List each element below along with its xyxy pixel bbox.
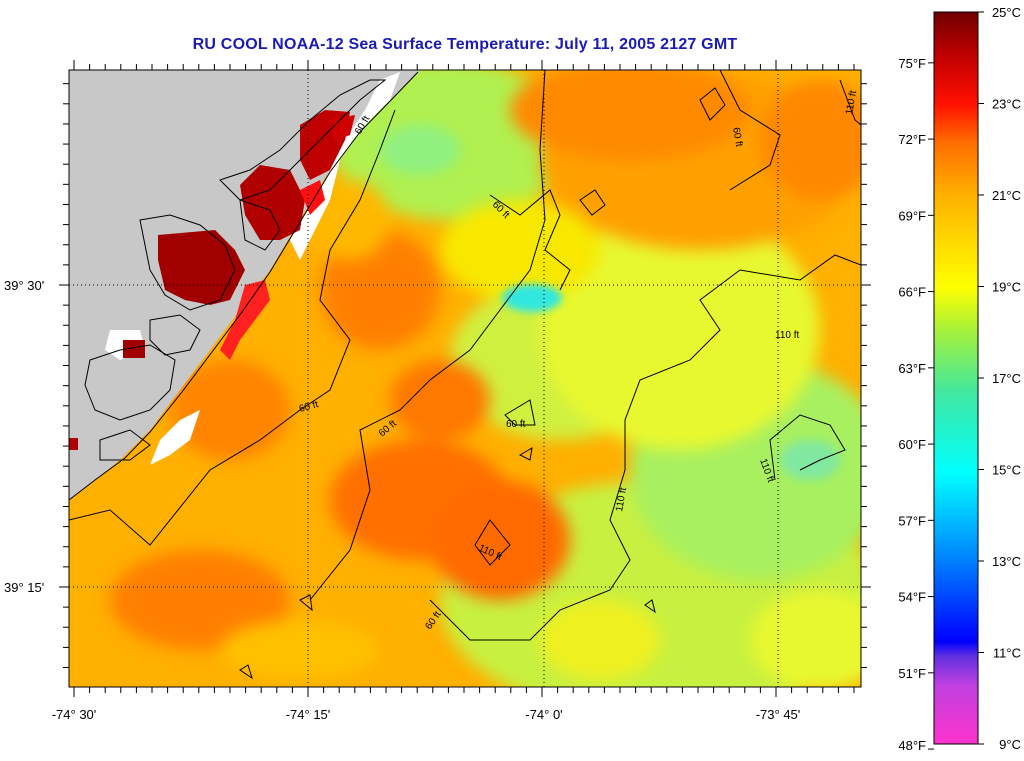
coastline (69, 71, 419, 501)
colorbar-label: 23°C (992, 97, 1021, 112)
colorbar-label: 60°F (898, 437, 926, 452)
map-frame (68, 69, 862, 688)
warm-bays (69, 110, 355, 450)
colorbar-label: 15°C (992, 463, 1021, 478)
land-mass (69, 70, 420, 500)
contour-label: 110 ft (614, 486, 629, 512)
contour-label: 110 ft (844, 89, 859, 115)
colorbar-label: 51°F (898, 666, 926, 681)
colorbar-label: 11°C (993, 646, 1021, 661)
axis-labels: -74° 30' -74° 15' -74° 0' -73° 45' 39° 3… (4, 278, 800, 722)
colorbar-label: 21°C (992, 188, 1021, 203)
colorbar-label: 9°C (999, 737, 1021, 752)
contour-label: 110 ft (775, 330, 799, 341)
colorbar-label: 57°F (898, 513, 926, 528)
axis-ticks (59, 60, 871, 697)
colorbar-label: 63°F (898, 361, 926, 376)
colorbar-label: 17°C (992, 371, 1021, 386)
page-title: RU COOL NOAA-12 Sea Surface Temperature:… (192, 36, 738, 53)
contour-label: 60 ft (298, 399, 320, 415)
lon-label: -73° 45' (756, 707, 801, 722)
lat-label: 39° 15' (4, 580, 44, 595)
colorbar-label: 72°F (898, 132, 926, 147)
sst-blobs (110, 70, 861, 687)
colorbar-label: 75°F (898, 56, 926, 71)
lat-label: 39° 30' (4, 278, 44, 293)
colorbar-label: 19°C (992, 280, 1021, 295)
bathymetry-contours (69, 70, 861, 680)
colorbar-label: 69°F (898, 208, 926, 223)
colorbar-label: 13°C (992, 554, 1021, 569)
contour-label: 60 ft (506, 419, 526, 430)
colorbar-gradient (933, 11, 979, 745)
colorbar-label: 66°F (898, 285, 926, 300)
lon-label: -74° 30' (52, 707, 97, 722)
colorbar-label: 48°F (898, 738, 926, 753)
contour-label: 60 ft (730, 127, 744, 148)
graticule (69, 70, 861, 687)
sst-field: 60 ft 60 ft 60 ft 60 ft 60 ft 60 ft 60 f… (69, 70, 861, 687)
colorbar: 25°C 23°C 21°C 19°C 17°C 15°C 13°C 11°C 9°C 75°F 7… (898, 5, 1021, 753)
colorbar-label: 25°C (992, 5, 1021, 20)
colorbar-label: 54°F (898, 590, 926, 605)
lon-label: -74° 15' (286, 707, 331, 722)
cold-spot (502, 284, 562, 312)
lon-label: -74° 0' (525, 707, 562, 722)
